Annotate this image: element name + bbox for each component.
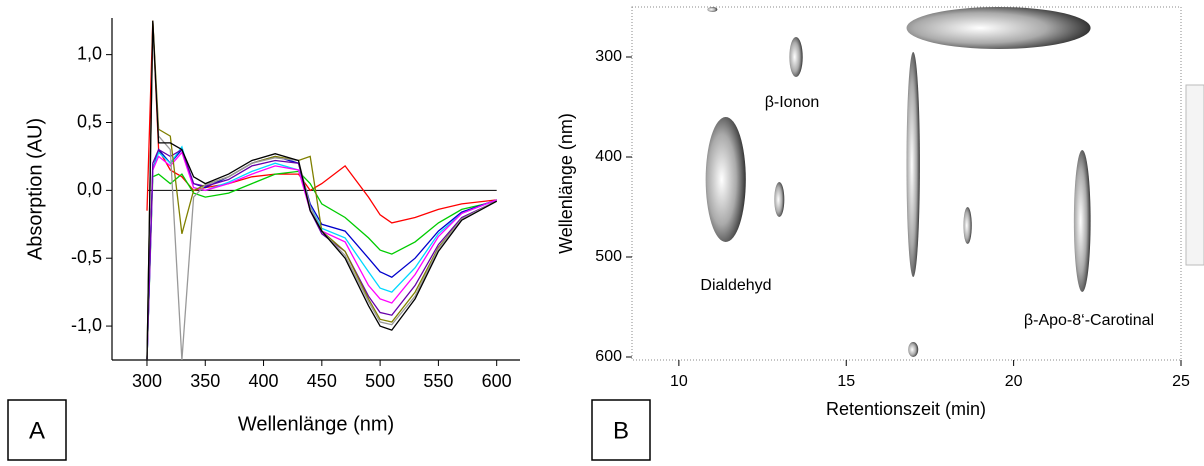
- panel-label-box: [591, 399, 651, 461]
- peak-annotation: β-Apo-8‘-Carotinal: [1024, 312, 1154, 329]
- peak-annotation: β-Ionon: [765, 94, 820, 111]
- panel-label-box: [7, 399, 67, 461]
- y-tick-label: -0,5: [71, 247, 102, 267]
- y-axis-title: Wellenlänge (nm): [556, 113, 576, 254]
- color-scale: [1185, 84, 1204, 266]
- x-axis-title: Retentionszeit (min): [826, 399, 986, 419]
- spectrum-line: [146, 145, 497, 361]
- x-tick-label: 25: [1172, 373, 1190, 390]
- peak-spot: [774, 182, 785, 217]
- y-tick-label: 0,0: [77, 179, 102, 199]
- y-tick-label: 500: [595, 248, 622, 265]
- x-tick-label: 550: [423, 371, 453, 391]
- x-tick-label: 20: [1005, 373, 1023, 390]
- spectrum-line: [146, 20, 497, 224]
- peak-spot: [705, 117, 746, 242]
- y-tick-label: 300: [595, 48, 622, 65]
- x-tick-label: 400: [249, 371, 279, 391]
- panel-label: B: [613, 417, 629, 444]
- x-tick-label: 10: [670, 373, 688, 390]
- spectrum-line: [146, 27, 497, 361]
- x-tick-label: 500: [365, 371, 395, 391]
- y-tick-label: 1,0: [77, 43, 102, 63]
- x-tick-label: 300: [132, 371, 162, 391]
- peak-spot: [707, 7, 718, 12]
- peak-spot: [908, 342, 919, 357]
- x-tick-label: 350: [190, 371, 220, 391]
- peak-spot: [789, 37, 803, 77]
- x-tick-label: 15: [837, 373, 855, 390]
- y-tick-label: -1,0: [71, 315, 102, 335]
- peak-spot: [963, 207, 972, 244]
- peak-spot: [906, 52, 920, 277]
- y-tick-label: 400: [595, 148, 622, 165]
- spectrum-line: [146, 151, 497, 361]
- peak-spot: [1073, 150, 1091, 292]
- y-tick-label: 600: [595, 348, 622, 365]
- x-tick-label: 450: [307, 371, 337, 391]
- peak-spot: [906, 7, 1091, 49]
- peak-annotation: Dialdehyd: [700, 277, 771, 294]
- x-tick-label: 600: [482, 371, 512, 391]
- x-axis-title: Wellenlänge (nm): [238, 413, 394, 435]
- spectrum-line: [146, 20, 498, 361]
- spectrum-line: [146, 148, 497, 361]
- spectrum-line: [146, 170, 497, 361]
- spectrum-line: [146, 148, 497, 361]
- panel-label: A: [29, 417, 45, 444]
- y-tick-label: 0,5: [77, 111, 102, 131]
- y-axis-title: Absorption (AU): [24, 118, 46, 260]
